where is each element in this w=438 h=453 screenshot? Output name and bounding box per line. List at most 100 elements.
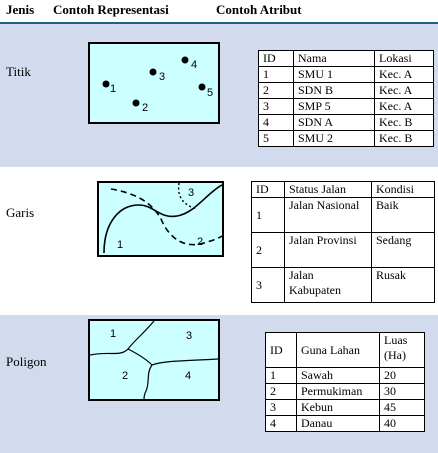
point-2 xyxy=(132,99,140,107)
label-poligon: Poligon xyxy=(6,354,47,369)
table-row: 3 Kebun 45 xyxy=(265,399,425,416)
table-row: 2 SDN B Kec. A xyxy=(258,82,434,99)
point-label-2: 2 xyxy=(142,102,148,114)
line-map: 1 2 3 xyxy=(97,181,224,257)
table-row: 3 Jalan Kabupaten Rusak xyxy=(251,267,435,303)
table-header-row: ID Nama Lokasi xyxy=(258,50,434,67)
cell-nama: SDN B xyxy=(293,82,375,99)
col-id: ID xyxy=(251,181,285,198)
point-label-5: 5 xyxy=(207,87,213,99)
point-label-4: 4 xyxy=(191,59,197,71)
header-contoh-representasi: Contoh Representasi xyxy=(53,2,169,17)
line-1 xyxy=(103,184,222,254)
polygon-label-3: 3 xyxy=(186,330,192,342)
polygon-boundary-c xyxy=(143,364,153,399)
point-map: 1 2 3 4 5 xyxy=(88,42,220,124)
cell-lokasi: Kec. A xyxy=(374,66,434,83)
cell-luas: 40 xyxy=(379,415,425,432)
cell-guna-lahan: Kebun xyxy=(296,399,380,416)
cell-lokasi: Kec. B xyxy=(374,114,434,131)
table-row: 4 Danau 40 xyxy=(265,415,425,432)
line-3 xyxy=(177,183,198,210)
cell-nama: SMP 5 xyxy=(293,98,375,115)
col-kondisi: Kondisi xyxy=(371,181,435,198)
col-guna-lahan: Guna Lahan xyxy=(296,332,380,368)
point-4 xyxy=(181,56,189,64)
cell-status-jalan: Jalan Nasional xyxy=(284,197,372,233)
cell-id: 2 xyxy=(251,232,285,268)
polygon-boundary-a xyxy=(90,321,155,356)
table-header-row: ID Guna Lahan Luas (Ha) xyxy=(265,332,425,368)
table-row: 5 SMU 2 Kec. B xyxy=(258,130,434,147)
point-label-3: 3 xyxy=(159,71,165,83)
polygon-label-1: 1 xyxy=(110,328,116,340)
cell-id: 4 xyxy=(265,415,297,432)
point-label-1: 1 xyxy=(110,83,116,95)
row-poligon: Poligon 1 2 3 4 ID Guna Lahan Luas (Ha) … xyxy=(0,315,438,453)
cell-luas: 30 xyxy=(379,383,425,400)
cell-id: 5 xyxy=(258,130,294,147)
col-luas: Luas (Ha) xyxy=(379,332,425,368)
point-3 xyxy=(149,68,157,76)
col-nama: Nama xyxy=(293,50,375,67)
cell-id: 4 xyxy=(258,114,294,131)
cell-id: 3 xyxy=(265,399,297,416)
row-titik: Titik 1 2 3 4 5 ID Nama Lokasi 1 SMU 1 Kec… xyxy=(0,24,438,167)
point-attribute-table: ID Nama Lokasi 1 SMU 1 Kec. A 2 SDN B Kec. A… xyxy=(258,50,434,147)
cell-nama: SMU 2 xyxy=(293,130,375,147)
cell-nama: SMU 1 xyxy=(293,66,375,83)
polygon-attribute-table: ID Guna Lahan Luas (Ha) 1 Sawah 20 2 Permuk… xyxy=(265,332,425,432)
table-row: 3 SMP 5 Kec. A xyxy=(258,98,434,115)
cell-luas: 45 xyxy=(379,399,425,416)
line-label-2: 2 xyxy=(197,236,203,248)
cell-kondisi: Baik xyxy=(371,197,435,233)
point-5 xyxy=(198,83,206,91)
line-2 xyxy=(110,188,222,246)
header-row: Jenis Contoh Representasi Contoh Atribut xyxy=(0,0,438,24)
cell-kondisi: Rusak xyxy=(371,267,435,303)
label-garis: Garis xyxy=(6,205,35,220)
row-garis: Garis 1 2 3 ID Status Jalan Kondisi 1 Jal… xyxy=(0,167,438,315)
col-id: ID xyxy=(265,332,297,368)
table-header-row: ID Status Jalan Kondisi xyxy=(251,181,435,198)
table-row: 4 SDN A Kec. B xyxy=(258,114,434,131)
cell-nama: SDN A xyxy=(293,114,375,131)
cell-guna-lahan: Danau xyxy=(296,415,380,432)
cell-status-jalan: Jalan Kabupaten xyxy=(284,267,372,303)
cell-id: 3 xyxy=(258,98,294,115)
polygon-boundary-b xyxy=(127,348,218,366)
cell-status-jalan: Jalan Provinsi xyxy=(284,232,372,268)
polygon-label-2: 2 xyxy=(122,370,128,382)
line-label-1: 1 xyxy=(117,239,123,251)
cell-id: 2 xyxy=(265,383,297,400)
cell-luas: 20 xyxy=(379,367,425,384)
line-attribute-table: ID Status Jalan Kondisi 1 Jalan Nasional B… xyxy=(251,181,435,303)
header-jenis: Jenis xyxy=(6,2,35,17)
cell-guna-lahan: Sawah xyxy=(296,367,380,384)
polygon-label-4: 4 xyxy=(185,370,191,382)
cell-lokasi: Kec. B xyxy=(374,130,434,147)
point-1 xyxy=(102,80,110,88)
cell-kondisi: Sedang xyxy=(371,232,435,268)
table-row: 2 Jalan Provinsi Sedang xyxy=(251,232,435,268)
table-row: 1 Jalan Nasional Baik xyxy=(251,197,435,233)
cell-id: 1 xyxy=(258,66,294,83)
cell-id: 3 xyxy=(251,267,285,303)
col-lokasi: Lokasi xyxy=(374,50,434,67)
cell-id: 2 xyxy=(258,82,294,99)
header-contoh-atribut: Contoh Atribut xyxy=(216,2,302,17)
table-row: 2 Permukiman 30 xyxy=(265,383,425,400)
table-row: 1 Sawah 20 xyxy=(265,367,425,384)
cell-lokasi: Kec. A xyxy=(374,82,434,99)
cell-lokasi: Kec. A xyxy=(374,98,434,115)
table-row: 1 SMU 1 Kec. A xyxy=(258,66,434,83)
label-titik: Titik xyxy=(6,64,31,79)
line-label-3: 3 xyxy=(188,187,194,199)
cell-guna-lahan: Permukiman xyxy=(296,383,380,400)
polygon-map: 1 2 3 4 xyxy=(88,319,220,401)
col-status-jalan: Status Jalan xyxy=(284,181,372,198)
cell-id: 1 xyxy=(265,367,297,384)
cell-id: 1 xyxy=(251,197,285,233)
col-id: ID xyxy=(258,50,294,67)
